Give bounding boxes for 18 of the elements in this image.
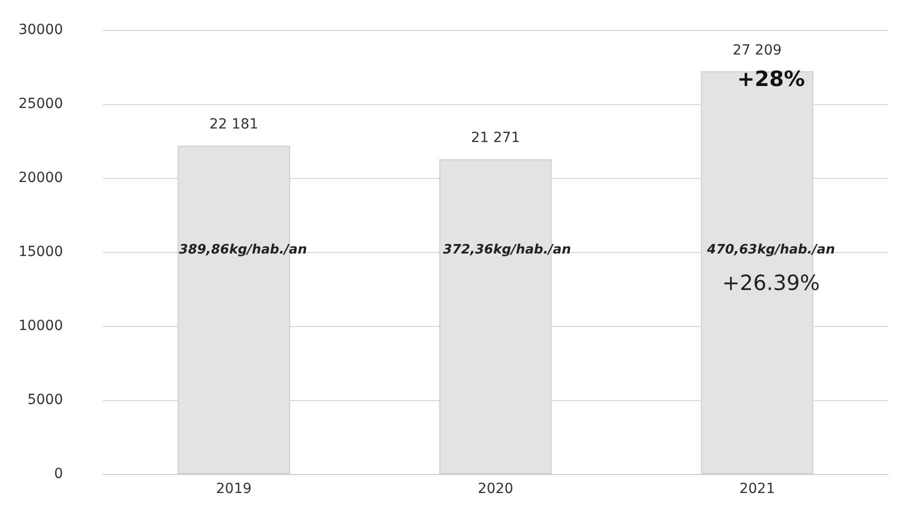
x-tick-label: 2020 [478, 481, 514, 497]
data-label: 27 209 [732, 42, 782, 58]
x-tick-label: 2019 [216, 481, 252, 497]
y-tick-label: 30000 [18, 22, 63, 38]
y-tick-label: 0 [54, 466, 63, 482]
data-label: 21 271 [471, 130, 520, 146]
annotation: 372,36kg/hab./an [443, 242, 571, 258]
y-tick-label: 25000 [18, 96, 63, 112]
data-label: 22 181 [209, 116, 258, 133]
annotation: 470,63kg/hab./an [707, 242, 835, 258]
annotation: +26.39% [722, 271, 820, 295]
y-tick-label: 5000 [27, 392, 63, 408]
annotation: +28% [737, 67, 805, 91]
x-tick-label: 2021 [739, 481, 775, 497]
y-tick-label: 15000 [18, 244, 63, 260]
y-tick-label: 10000 [18, 318, 63, 334]
annotation: 389,86kg/hab./an [179, 242, 307, 258]
y-tick-label: 20000 [18, 170, 63, 186]
